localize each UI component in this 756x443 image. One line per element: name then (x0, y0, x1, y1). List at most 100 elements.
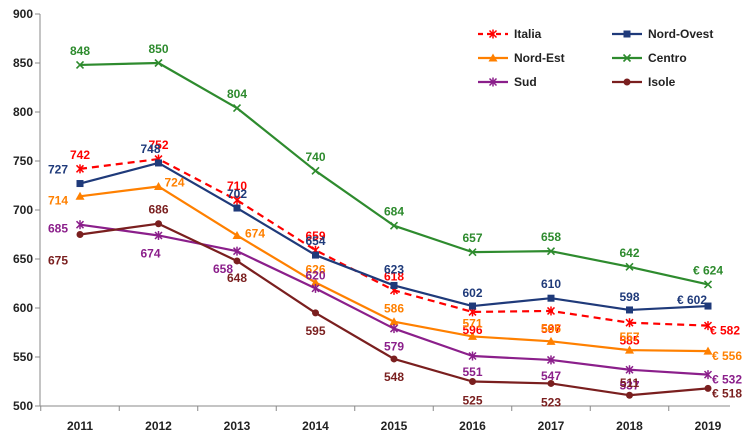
data-point-sud (311, 283, 320, 293)
x-tick-label: 2016 (459, 419, 486, 433)
data-point-nord-ovest (312, 251, 319, 259)
data-label-italia: 596 (462, 323, 482, 337)
series-markers (75, 58, 713, 399)
data-point-sud (75, 220, 85, 230)
data-label-centro: 848 (70, 44, 90, 58)
data-label-italia: 585 (619, 334, 639, 348)
legend-marker-italia (488, 29, 498, 39)
data-point-isole (469, 378, 476, 385)
data-label-centro: 658 (541, 230, 561, 244)
data-label-nord-ovest: 610 (541, 277, 561, 291)
data-point-sud (703, 370, 713, 380)
data-label-isole: 523 (541, 395, 561, 409)
data-label-italia: € 582 (710, 324, 740, 338)
legend: Italia Nord-Ovest Nord-Est Centro Sud Isole (478, 27, 713, 89)
data-label-isole: 525 (462, 394, 482, 408)
legend-marker-isole (623, 78, 631, 86)
data-label-isole: 686 (148, 203, 168, 217)
data-label-centro: € 624 (693, 263, 723, 277)
x-tick-label: 2012 (145, 419, 172, 433)
data-point-nord-est (546, 336, 556, 345)
data-label-sud: 674 (140, 246, 160, 260)
data-label-nord-est: 714 (48, 193, 68, 207)
data-label-nord-ovest: 654 (305, 234, 325, 248)
data-point-centro (154, 58, 163, 68)
legend-label-centro: Centro (648, 51, 687, 65)
legend-item-nord-ovest: Nord-Ovest (612, 27, 713, 41)
data-label-italia: 752 (148, 138, 168, 152)
legend-label-italia: Italia (514, 27, 542, 41)
legend-marker-sud (488, 77, 498, 87)
data-point-nord-ovest (547, 294, 555, 302)
data-point-italia (232, 195, 242, 205)
data-label-sud: 620 (305, 268, 325, 282)
data-point-nord-est (625, 345, 634, 354)
data-label-sud: € 532 (712, 373, 742, 387)
data-point-nord-est (389, 317, 399, 326)
y-tick-label: 700 (13, 203, 33, 217)
data-point-sud (468, 351, 477, 361)
data-label-italia: 710 (227, 179, 247, 193)
data-label-centro: 657 (462, 231, 482, 245)
legend-item-centro: Centro (612, 51, 687, 65)
data-point-nord-est (154, 181, 163, 190)
data-label-nord-ovest: 702 (227, 187, 247, 201)
legend-label-nord-est: Nord-Est (514, 51, 565, 65)
x-tick-label: 2015 (381, 419, 408, 433)
data-point-sud (625, 365, 634, 375)
data-label-sud: 551 (462, 365, 482, 379)
data-point-italia (625, 318, 634, 328)
data-point-centro (703, 280, 713, 289)
x-tick-label: 2014 (302, 419, 329, 433)
data-point-nord-est (75, 191, 85, 200)
legend-label-sud: Sud (514, 75, 537, 89)
x-tick-label: 2017 (538, 419, 565, 433)
data-point-nord-ovest (704, 302, 712, 310)
legend-item-sud: Sud (478, 75, 537, 89)
data-label-nord-est: € 556 (712, 349, 742, 363)
data-label-centro: 642 (619, 246, 639, 260)
x-tick-label: 2013 (224, 419, 251, 433)
data-point-sud (546, 355, 556, 365)
data-label-nord-ovest: 623 (384, 262, 404, 276)
data-label-nord-ovest: € 602 (677, 293, 707, 307)
data-point-nord-ovest (233, 204, 241, 212)
data-point-nord-est (311, 278, 320, 287)
data-label-isole: € 518 (712, 386, 742, 400)
data-label-sud: 685 (48, 222, 68, 236)
data-point-nord-est (468, 331, 477, 340)
data-point-centro (311, 166, 320, 175)
data-point-isole (547, 379, 555, 387)
data-point-centro (232, 104, 242, 113)
data-label-nord-est: 586 (384, 302, 404, 316)
data-label-isole: 648 (227, 271, 247, 285)
data-point-centro (546, 247, 556, 256)
legend-item-nord-est: Nord-Est (478, 51, 565, 65)
data-point-sud (389, 324, 399, 334)
data-label-centro: 684 (384, 205, 404, 219)
data-point-isole (312, 309, 319, 317)
x-tick-label: 2011 (67, 419, 93, 433)
legend-marker-centro (622, 53, 632, 63)
data-point-isole (626, 391, 633, 399)
data-label-centro: 740 (305, 150, 325, 164)
data-label-nord-est: 557 (619, 330, 639, 344)
data-label-italia: 618 (384, 269, 404, 283)
data-label-isole: 548 (384, 370, 404, 384)
y-tick-label: 850 (13, 56, 33, 70)
data-point-isole (76, 231, 84, 238)
data-label-nord-est: 674 (245, 226, 265, 240)
data-label-sud: 579 (384, 340, 404, 354)
x-tick-label: 2018 (616, 419, 643, 433)
legend-marker-nord-ovest (623, 30, 631, 38)
data-label-italia: 659 (305, 229, 325, 243)
data-point-centro (75, 60, 85, 70)
y-tick-label: 500 (13, 399, 33, 413)
data-label-nord-ovest: 598 (619, 290, 639, 304)
data-label-nord-ovest: 748 (140, 142, 160, 156)
data-point-sud (154, 230, 163, 240)
data-label-nord-ovest: 602 (462, 286, 482, 300)
y-tick-label: 600 (13, 301, 33, 315)
data-point-sud (232, 246, 242, 256)
data-label-isole: 675 (48, 254, 68, 268)
